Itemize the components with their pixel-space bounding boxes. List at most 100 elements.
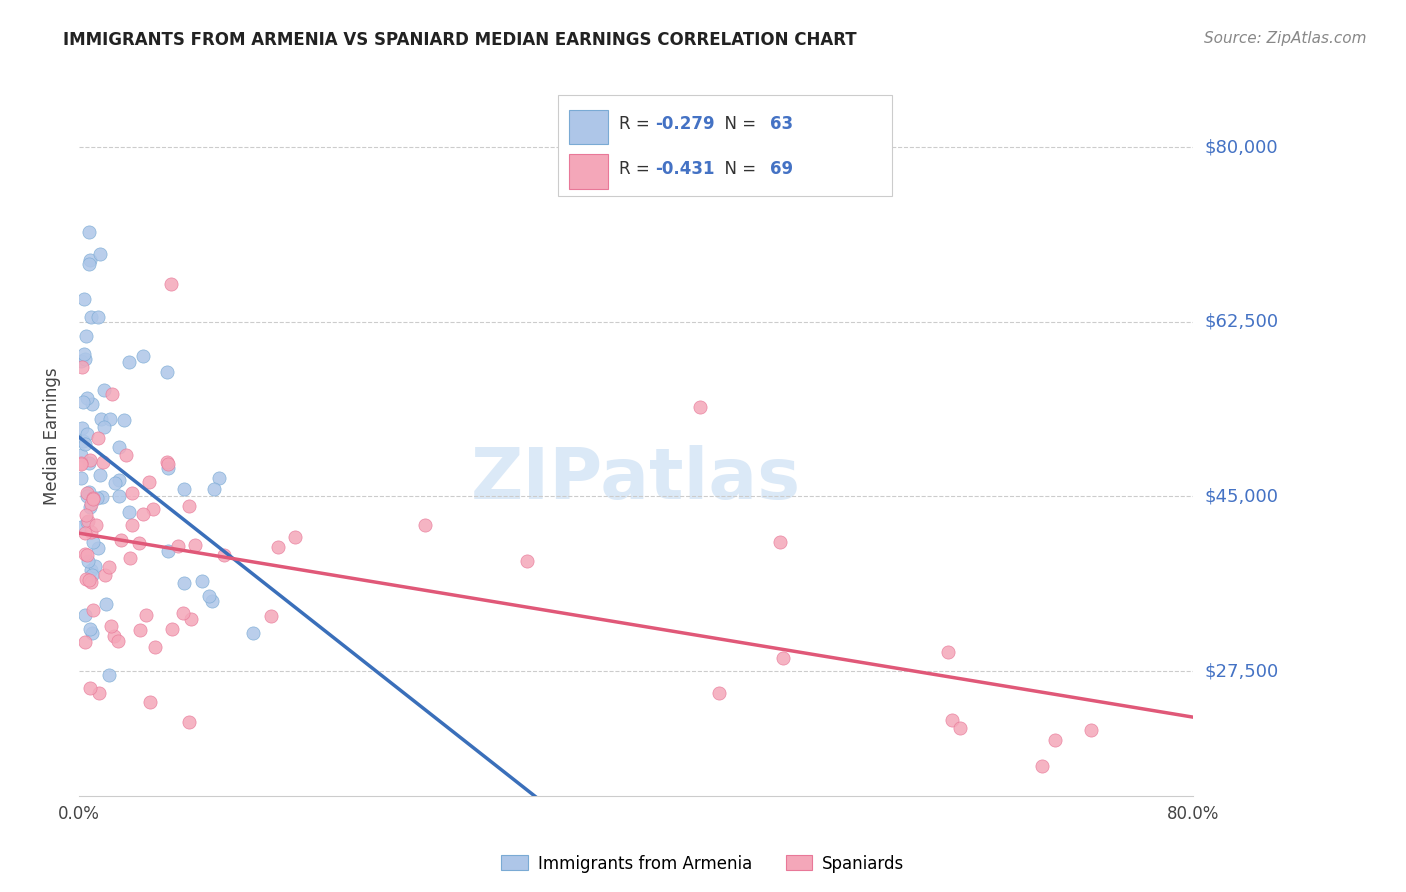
Text: $80,000: $80,000 [1205, 138, 1278, 156]
Point [82, 602, 104, 616]
Point [83, 558, 105, 573]
Point [167, 539, 190, 553]
Text: N =: N = [714, 115, 762, 133]
Point [75, 329, 97, 343]
Point [190, 574, 212, 588]
Text: $62,500: $62,500 [1205, 313, 1278, 331]
Point [79, 681, 101, 695]
Point [157, 544, 180, 558]
Point [72, 347, 94, 361]
Point [155, 365, 177, 379]
FancyBboxPatch shape [569, 110, 609, 145]
Point [107, 473, 129, 487]
Point [132, 507, 155, 521]
Point [89, 247, 111, 261]
Point [80, 563, 103, 577]
FancyBboxPatch shape [569, 154, 609, 189]
Point [103, 629, 125, 643]
Text: ZIPatlas: ZIPatlas [471, 445, 801, 514]
Point [184, 538, 207, 552]
Point [76, 486, 98, 500]
Point [73, 351, 96, 366]
Text: Source: ZipAtlas.com: Source: ZipAtlas.com [1204, 31, 1367, 46]
Point [80, 497, 103, 511]
Point [142, 501, 165, 516]
Point [89, 685, 111, 699]
Point [242, 625, 264, 640]
Point [97, 668, 120, 682]
Point [208, 470, 231, 484]
Point [173, 576, 195, 591]
Point [69, 457, 91, 471]
Point [198, 590, 221, 604]
Point [76, 515, 98, 529]
Text: IMMIGRANTS FROM ARMENIA VS SPANIARD MEDIAN EARNINGS CORRELATION CHART: IMMIGRANTS FROM ARMENIA VS SPANIARD MEDI… [63, 31, 856, 49]
Point [75, 634, 97, 648]
Text: $45,000: $45,000 [1205, 487, 1278, 506]
Point [101, 387, 124, 401]
Point [79, 622, 101, 636]
Point [79, 257, 101, 271]
Point [949, 721, 972, 735]
Point [162, 623, 184, 637]
Point [82, 535, 104, 549]
Point [179, 715, 201, 730]
Point [70, 359, 93, 374]
Point [139, 695, 162, 709]
Point [118, 505, 141, 519]
Point [72, 395, 94, 409]
Point [93, 568, 115, 582]
Point [108, 440, 131, 454]
Point [200, 594, 222, 608]
Point [86, 310, 108, 324]
Point [1031, 759, 1053, 773]
Point [115, 449, 138, 463]
Point [77, 456, 100, 470]
Point [82, 491, 104, 506]
Point [138, 475, 160, 489]
Point [89, 468, 111, 483]
Point [91, 490, 114, 504]
Point [82, 568, 104, 582]
Point [75, 572, 97, 586]
Text: R =: R = [620, 161, 655, 178]
Point [87, 432, 110, 446]
Text: $27,500: $27,500 [1205, 662, 1278, 680]
Point [87, 541, 110, 555]
Point [77, 514, 100, 528]
Point [93, 420, 115, 434]
Point [108, 488, 131, 502]
Text: 63: 63 [770, 115, 793, 133]
Point [413, 518, 436, 533]
Point [70, 421, 93, 435]
Point [145, 640, 167, 655]
Point [707, 686, 730, 700]
Point [96, 597, 118, 611]
Point [516, 554, 538, 568]
Point [84, 517, 107, 532]
Point [69, 520, 91, 534]
Point [155, 454, 177, 468]
Y-axis label: Median Earnings: Median Earnings [44, 368, 60, 506]
Point [69, 448, 91, 462]
Point [212, 549, 235, 563]
Point [283, 530, 305, 544]
Point [100, 619, 122, 633]
Text: N =: N = [714, 161, 762, 178]
Point [180, 612, 202, 626]
Point [202, 483, 225, 497]
Point [772, 650, 794, 665]
Point [112, 412, 135, 426]
Point [86, 491, 108, 505]
Point [1080, 723, 1102, 738]
Point [77, 484, 100, 499]
Point [769, 535, 792, 549]
Point [110, 533, 132, 547]
Point [82, 397, 104, 411]
Point [129, 624, 152, 638]
Point [75, 508, 97, 522]
Point [1043, 733, 1066, 747]
Point [156, 460, 179, 475]
Point [73, 437, 96, 451]
Point [128, 535, 150, 549]
